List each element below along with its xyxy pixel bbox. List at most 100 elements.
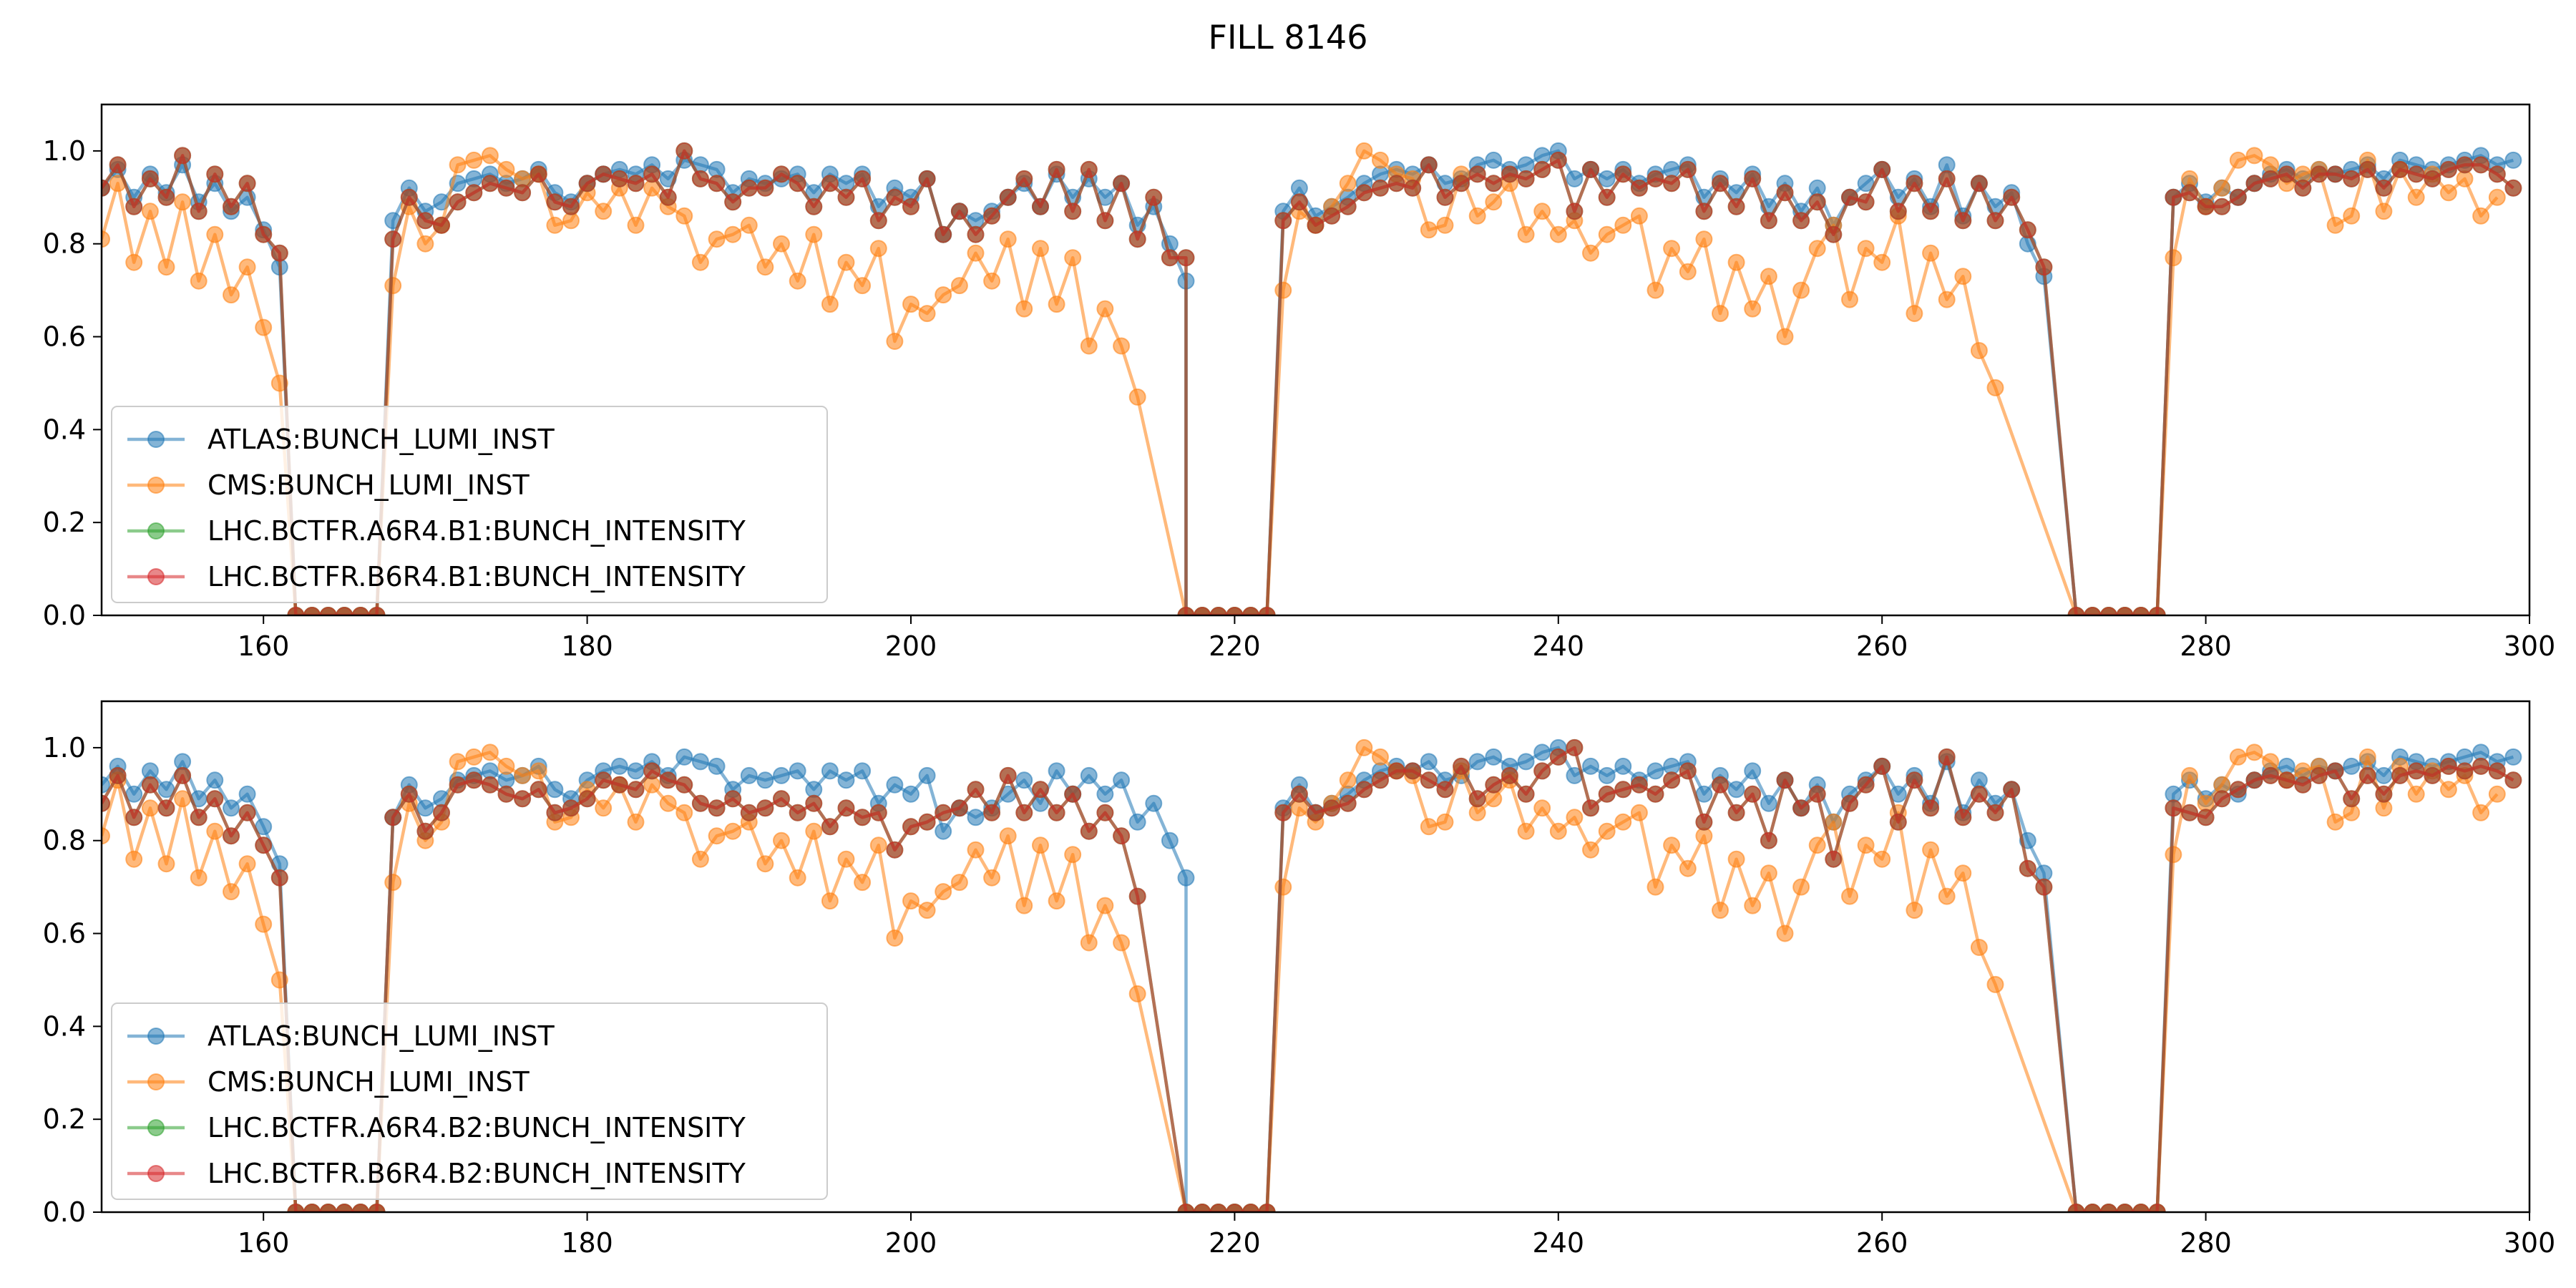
data-point xyxy=(1663,240,1681,258)
data-point xyxy=(1841,291,1858,308)
data-point xyxy=(1517,753,1535,771)
data-point xyxy=(2326,216,2344,234)
data-point xyxy=(837,188,855,206)
data-point xyxy=(675,804,693,821)
data-point xyxy=(1420,221,1438,239)
data-point xyxy=(1744,785,1762,803)
data-point xyxy=(1760,864,1777,882)
data-point xyxy=(886,776,904,794)
data-point xyxy=(1226,607,1244,615)
data-point xyxy=(255,318,273,336)
data-point xyxy=(2407,165,2425,183)
data-point xyxy=(270,869,288,887)
axes-frame xyxy=(100,700,2531,1214)
data-point xyxy=(1096,897,1114,914)
data-point xyxy=(1873,850,1891,868)
data-point xyxy=(1663,175,1681,192)
data-point xyxy=(869,212,887,230)
data-point xyxy=(1323,799,1341,817)
data-point xyxy=(1048,804,1065,821)
data-point xyxy=(2439,781,2457,799)
data-point xyxy=(190,809,208,826)
data-point xyxy=(1598,188,1616,206)
data-point xyxy=(465,771,483,789)
data-point xyxy=(595,203,613,220)
data-point xyxy=(449,193,467,211)
x-tick-label: 300 xyxy=(2504,1227,2556,1259)
data-point xyxy=(481,147,499,165)
data-point xyxy=(2504,151,2522,169)
data-point xyxy=(2003,188,2021,206)
data-point xyxy=(223,883,240,901)
data-point xyxy=(837,799,855,817)
plot-area xyxy=(102,738,2522,1212)
data-point xyxy=(691,794,709,812)
data-point xyxy=(1128,887,1146,905)
data-point xyxy=(1630,179,1648,197)
data-point xyxy=(1970,785,1988,803)
data-point xyxy=(2245,771,2263,789)
data-point xyxy=(950,203,968,220)
data-point xyxy=(2488,165,2506,183)
data-point xyxy=(902,892,919,910)
data-point xyxy=(141,170,159,187)
data-point xyxy=(1113,934,1131,952)
data-point xyxy=(2035,258,2053,276)
data-point xyxy=(1274,804,1292,821)
data-point xyxy=(2326,165,2344,183)
data-point xyxy=(238,175,256,192)
data-point xyxy=(1614,165,1632,183)
data-point xyxy=(1808,785,1826,803)
data-point xyxy=(1889,813,1907,831)
data-point xyxy=(773,831,790,849)
data-point xyxy=(546,216,564,234)
data-point xyxy=(627,781,645,799)
data-point xyxy=(967,225,985,243)
data-point xyxy=(724,790,742,808)
data-point xyxy=(967,781,985,799)
data-point xyxy=(2181,184,2198,202)
data-point xyxy=(1436,813,1454,831)
data-point xyxy=(1420,753,1438,771)
figure-title: FILL 8146 xyxy=(1209,18,1368,57)
data-point xyxy=(1663,836,1681,854)
data-point xyxy=(1015,771,1033,789)
data-point xyxy=(1080,337,1098,355)
data-point xyxy=(1841,794,1858,812)
data-point xyxy=(2472,156,2490,174)
data-point xyxy=(384,874,402,892)
data-point xyxy=(805,794,823,812)
data-point xyxy=(708,757,726,775)
data-point xyxy=(756,799,774,817)
data-point xyxy=(2488,188,2506,206)
data-point xyxy=(1372,748,1389,766)
data-point xyxy=(773,790,790,808)
data-point xyxy=(1566,809,1584,826)
data-point xyxy=(2067,1204,2085,1212)
data-point xyxy=(1760,212,1777,230)
data-point xyxy=(1096,212,1114,230)
data-point xyxy=(1614,813,1632,831)
data-point xyxy=(595,771,613,789)
data-point xyxy=(854,762,872,780)
data-point xyxy=(1533,799,1551,817)
data-point xyxy=(983,207,1001,225)
data-point xyxy=(109,156,127,174)
data-point xyxy=(368,1204,386,1212)
data-point xyxy=(2391,766,2409,784)
data-point xyxy=(2343,207,2361,225)
data-point xyxy=(1242,1204,1259,1212)
x-tick-label: 260 xyxy=(1856,630,1908,662)
data-point xyxy=(691,753,709,771)
data-point xyxy=(756,179,774,197)
data-point xyxy=(1549,748,1567,766)
data-point xyxy=(2116,607,2134,615)
data-point xyxy=(886,333,904,350)
data-point xyxy=(805,225,823,243)
data-point xyxy=(384,230,402,248)
data-point xyxy=(708,827,726,845)
data-point xyxy=(773,766,790,784)
data-point xyxy=(1776,771,1794,789)
data-point xyxy=(902,296,919,313)
legend-entry: CMS:BUNCH_LUMI_INST xyxy=(208,1066,530,1098)
